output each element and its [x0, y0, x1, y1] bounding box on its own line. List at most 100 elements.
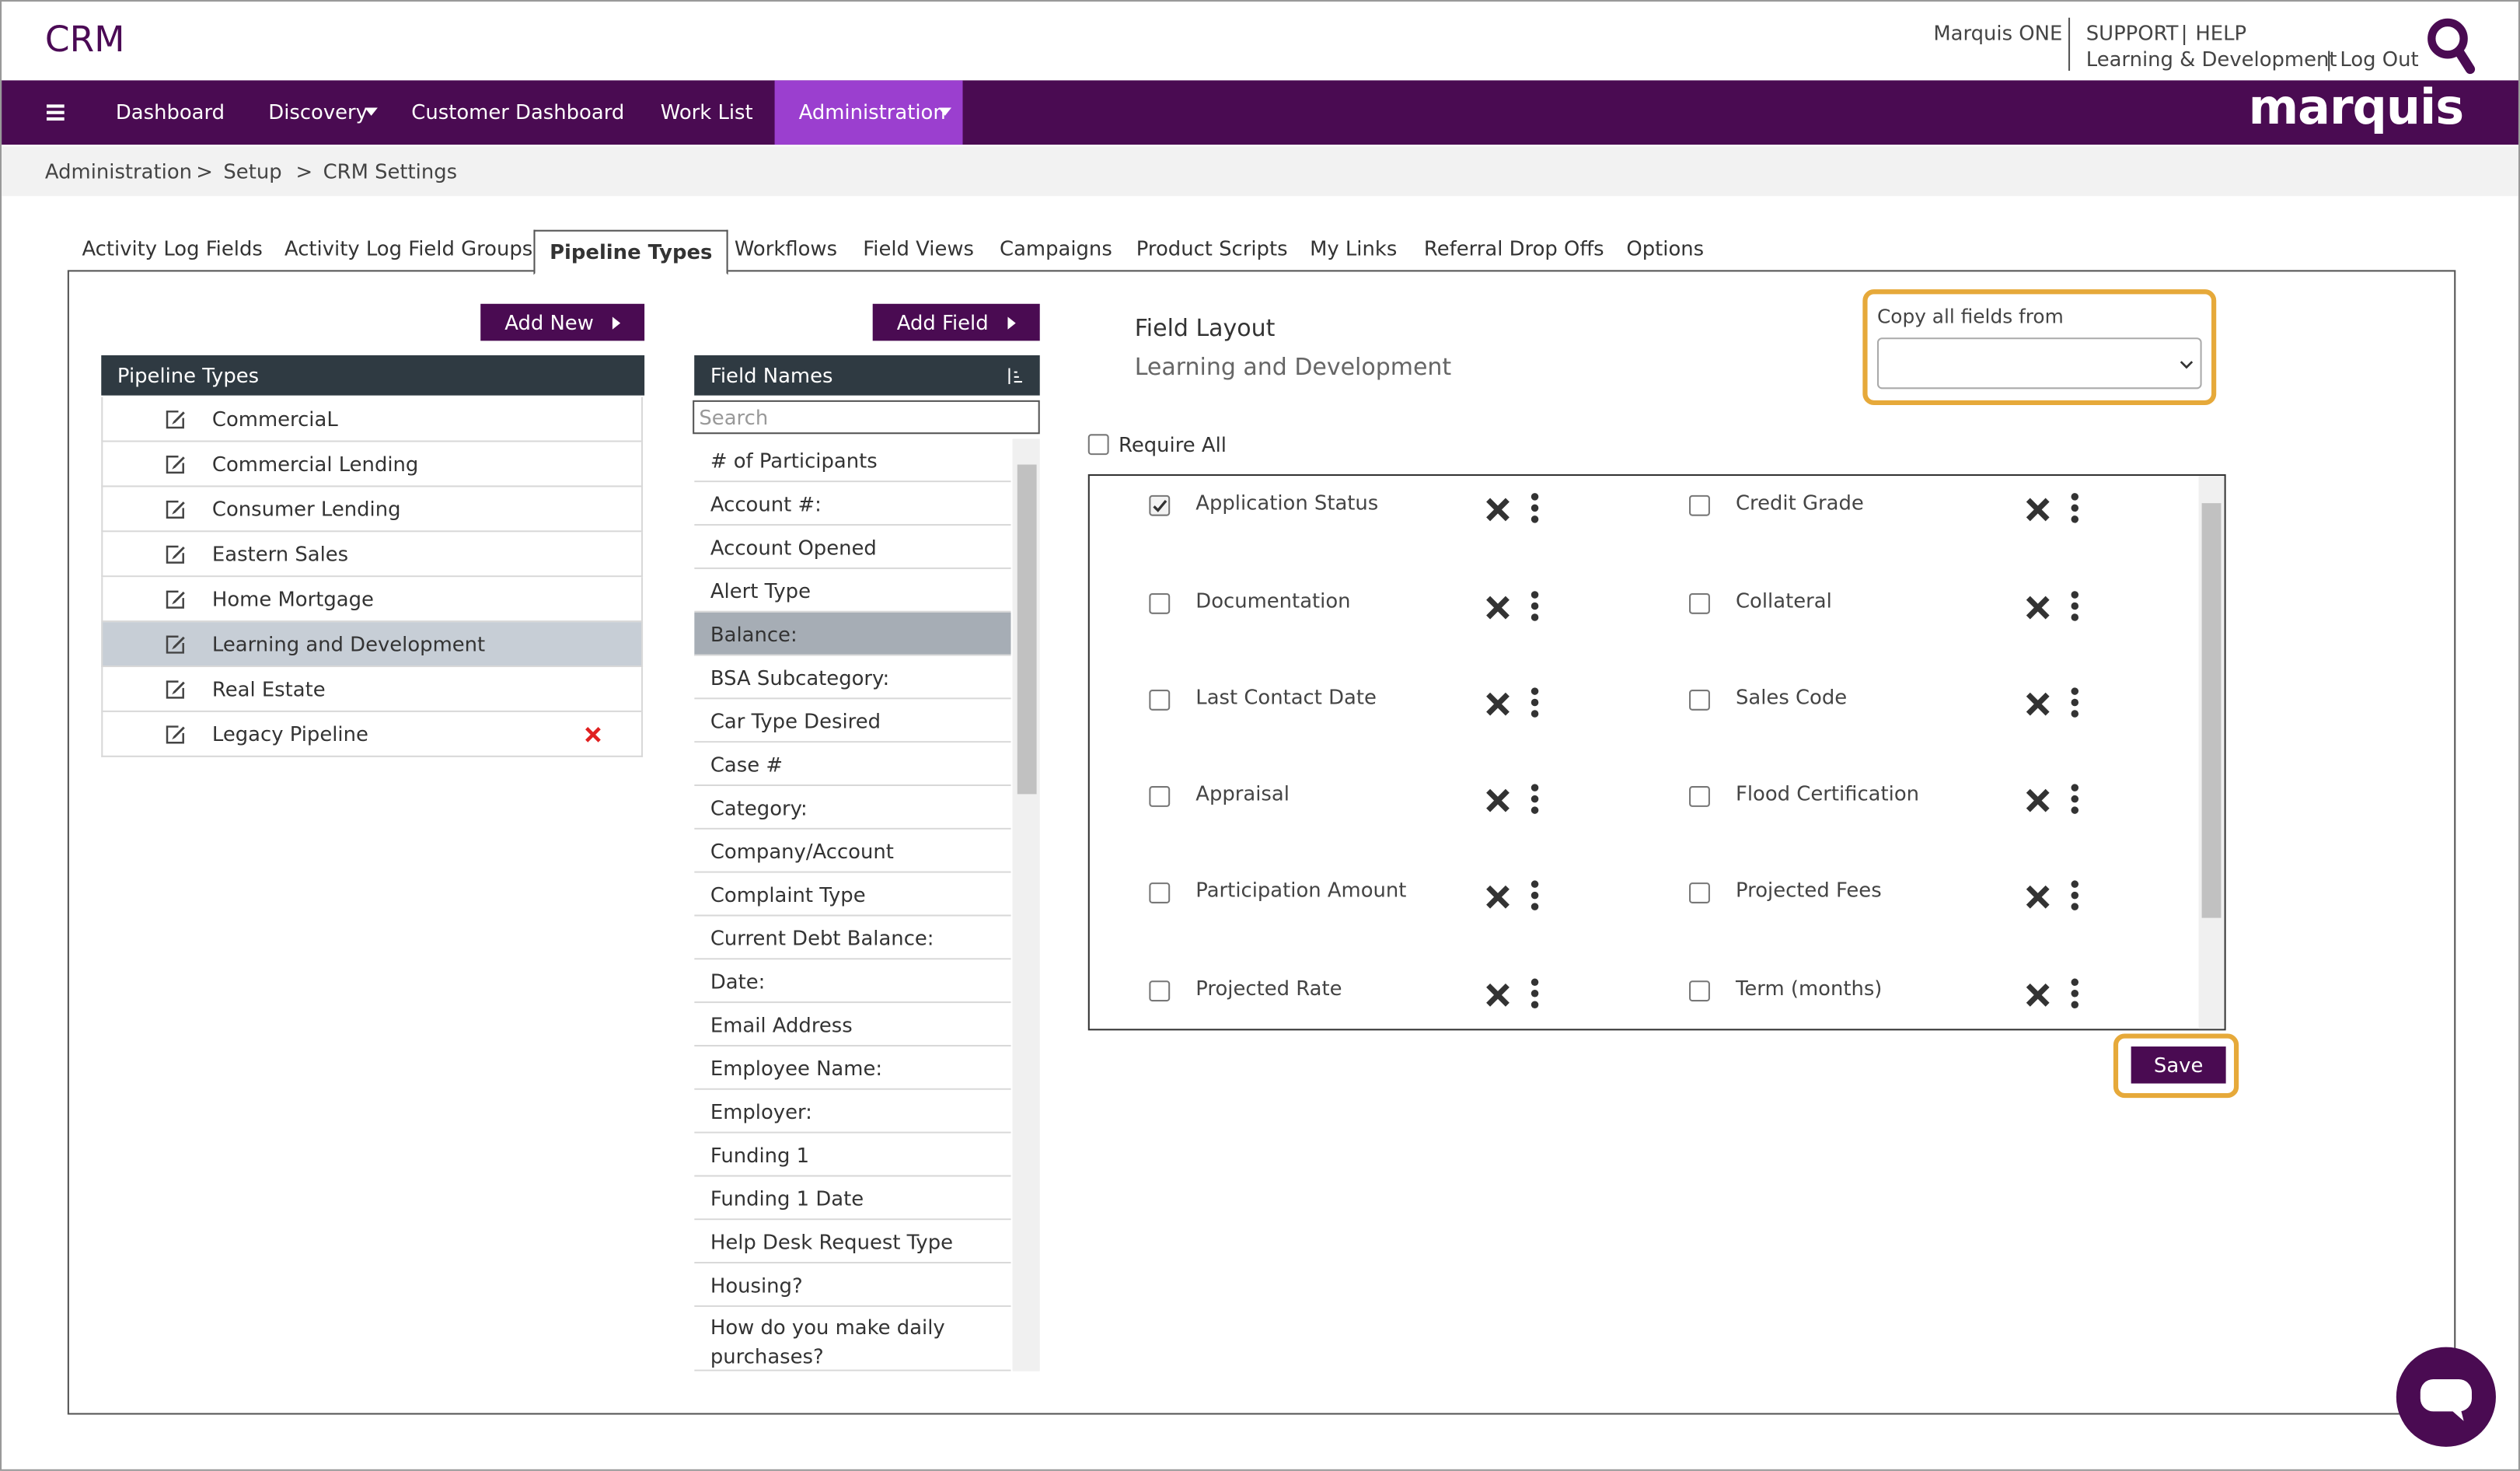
link[interactable]: Log Out: [2340, 46, 2419, 71]
field-checkbox[interactable]: [1689, 690, 1710, 711]
remove-icon[interactable]: [2025, 982, 2051, 1008]
drag-handle[interactable]: [2070, 879, 2079, 911]
search-input[interactable]: Search: [693, 400, 1040, 435]
tab[interactable]: Product Scripts: [1136, 236, 1288, 260]
drag-handle[interactable]: [1530, 879, 1539, 911]
edit-icon[interactable]: [166, 635, 187, 655]
remove-icon[interactable]: [1485, 788, 1510, 813]
field-row[interactable]: Current Debt Balance:: [694, 916, 1011, 960]
remove-icon[interactable]: [2025, 788, 2051, 813]
tab[interactable]: Activity Log Fields: [82, 236, 263, 260]
pipeline-row[interactable]: Eastern Sales: [101, 532, 644, 578]
field-row[interactable]: Balance:: [694, 612, 1011, 656]
pipeline-row[interactable]: Home Mortgage: [101, 577, 644, 623]
drag-handle[interactable]: [2070, 783, 2079, 815]
field-checkbox[interactable]: [1149, 690, 1171, 711]
remove-icon[interactable]: [1485, 497, 1510, 522]
remove-icon[interactable]: [2025, 691, 2051, 717]
field-row[interactable]: Employee Name:: [694, 1046, 1011, 1090]
edit-icon[interactable]: [166, 455, 187, 474]
field-row[interactable]: Account #:: [694, 482, 1011, 526]
field-row[interactable]: Company/Account: [694, 829, 1011, 873]
pipeline-row[interactable]: Real Estate: [101, 667, 644, 712]
field-row[interactable]: Alert Type: [694, 568, 1011, 613]
remove-icon[interactable]: [1485, 884, 1510, 910]
drag-handle[interactable]: [1530, 783, 1539, 815]
field-row[interactable]: How do you make daily purchases?: [694, 1306, 1011, 1371]
field-checkbox[interactable]: [1689, 494, 1710, 516]
field-checkbox[interactable]: [1149, 592, 1171, 614]
tab[interactable]: Options: [1626, 236, 1705, 260]
nav-item[interactable]: Work List: [660, 100, 753, 124]
search-icon[interactable]: [2425, 18, 2476, 75]
drag-handle[interactable]: [1530, 492, 1539, 524]
field-checkbox[interactable]: [1149, 980, 1171, 1002]
field-row[interactable]: Funding 1 Date: [694, 1176, 1011, 1221]
drag-handle[interactable]: [1530, 687, 1539, 718]
field-checkbox[interactable]: [1689, 786, 1710, 807]
remove-icon[interactable]: [2025, 884, 2051, 910]
field-row[interactable]: Category:: [694, 786, 1011, 830]
tab[interactable]: Workflows: [734, 236, 838, 260]
field-checkbox[interactable]: [1149, 494, 1171, 516]
link[interactable]: SUPPORT: [2085, 20, 2179, 45]
field-row[interactable]: Car Type Desired: [694, 699, 1011, 743]
drag-handle[interactable]: [2070, 687, 2079, 718]
save-button[interactable]: Save: [2131, 1046, 2226, 1084]
field-row[interactable]: BSA Subcategory:: [694, 655, 1011, 700]
tab[interactable]: Activity Log Field Groups: [284, 236, 533, 260]
add-field-button[interactable]: Add Field: [872, 303, 1040, 341]
field-row[interactable]: # of Participants: [694, 439, 1011, 483]
field-checkbox[interactable]: [1689, 592, 1710, 614]
scrollbar[interactable]: [2198, 476, 2225, 1029]
drag-handle[interactable]: [2070, 590, 2079, 622]
field-row[interactable]: Complaint Type: [694, 872, 1011, 917]
field-checkbox[interactable]: [1689, 882, 1710, 903]
copy-select[interactable]: [1876, 337, 2202, 390]
chat-button[interactable]: [2393, 1346, 2499, 1452]
edit-icon[interactable]: [166, 545, 187, 564]
tab[interactable]: My Links: [1310, 236, 1398, 260]
edit-icon[interactable]: [166, 410, 187, 429]
remove-icon[interactable]: [1485, 595, 1510, 620]
field-row[interactable]: Account Opened: [694, 526, 1011, 569]
drag-handle[interactable]: [2070, 977, 2079, 1009]
menu-icon[interactable]: [46, 103, 66, 122]
remove-icon[interactable]: [2025, 595, 2051, 620]
remove-icon[interactable]: [1485, 691, 1510, 717]
nav-item[interactable]: Administration: [798, 100, 946, 124]
edit-icon[interactable]: [166, 590, 187, 610]
pipeline-row[interactable]: Commercial Lending: [101, 442, 644, 487]
field-checkbox[interactable]: [1149, 882, 1171, 903]
remove-icon[interactable]: [1485, 982, 1510, 1008]
field-checkbox[interactable]: [1149, 786, 1171, 807]
edit-icon[interactable]: [166, 680, 187, 700]
require-all-checkbox[interactable]: [1087, 434, 1109, 456]
drag-handle[interactable]: [2070, 492, 2079, 524]
nav-item[interactable]: Customer Dashboard: [411, 100, 625, 124]
breadcrumb-item[interactable]: Administration: [44, 159, 193, 183]
field-row[interactable]: Date:: [694, 959, 1011, 1004]
nav-item[interactable]: Discovery: [268, 100, 368, 124]
tab[interactable]: Referral Drop Offs: [1423, 236, 1604, 260]
edit-icon[interactable]: [166, 725, 187, 744]
sort-icon[interactable]: [1006, 368, 1022, 385]
field-row[interactable]: Help Desk Request Type: [694, 1220, 1011, 1264]
scrollbar[interactable]: [1012, 439, 1040, 1371]
breadcrumb-item[interactable]: Setup: [223, 159, 282, 183]
pipeline-row[interactable]: Legacy Pipeline: [101, 711, 644, 757]
pipeline-row[interactable]: CommerciaL: [101, 397, 644, 442]
field-row[interactable]: Employer:: [694, 1089, 1011, 1134]
field-row[interactable]: Housing?: [694, 1263, 1011, 1307]
pipeline-row[interactable]: Learning and Development: [101, 622, 644, 668]
field-row[interactable]: Case #: [694, 742, 1011, 787]
tab[interactable]: Field Views: [863, 236, 974, 260]
drag-handle[interactable]: [1530, 977, 1539, 1009]
field-row[interactable]: Funding 1: [694, 1133, 1011, 1177]
nav-item[interactable]: Dashboard: [115, 100, 225, 124]
tab[interactable]: Pipeline Types: [533, 229, 729, 275]
field-checkbox[interactable]: [1689, 980, 1710, 1002]
link[interactable]: Marquis ONE: [1933, 20, 2063, 45]
link[interactable]: HELP: [2195, 20, 2247, 45]
edit-icon[interactable]: [166, 500, 187, 519]
